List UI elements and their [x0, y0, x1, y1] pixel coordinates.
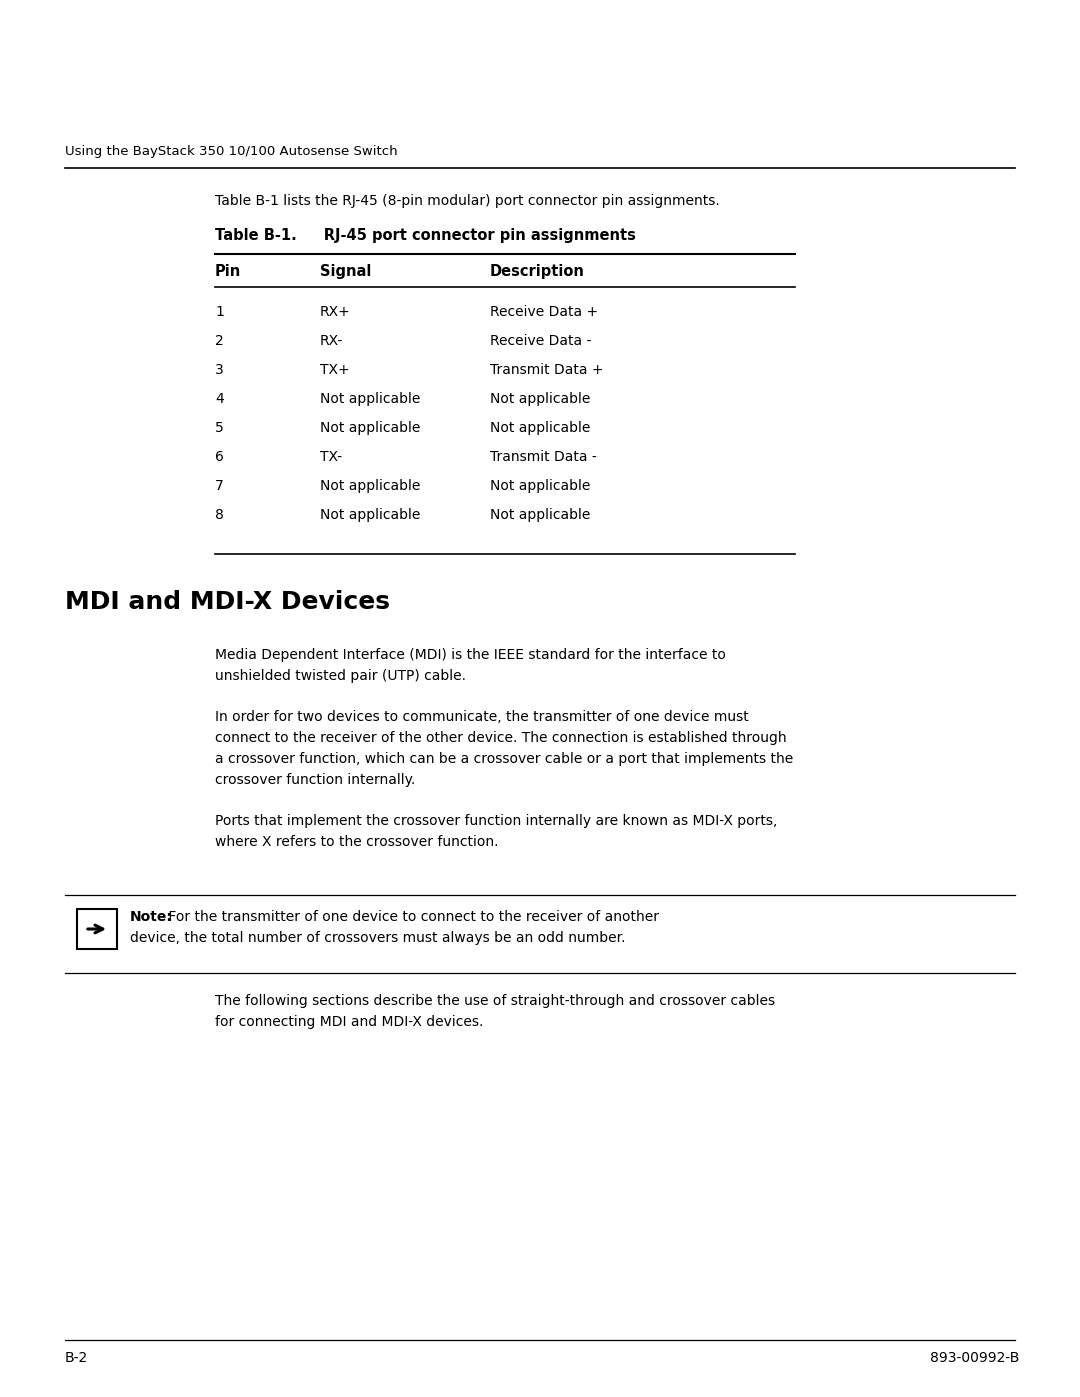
Text: 2: 2	[215, 334, 224, 348]
Text: Not applicable: Not applicable	[490, 479, 591, 493]
Text: a crossover function, which can be a crossover cable or a port that implements t: a crossover function, which can be a cro…	[215, 752, 793, 766]
Text: 6: 6	[215, 450, 224, 464]
Text: Ports that implement the crossover function internally are known as MDI-X ports,: Ports that implement the crossover funct…	[215, 814, 778, 828]
Text: MDI and MDI-X Devices: MDI and MDI-X Devices	[65, 590, 390, 615]
Text: Receive Data -: Receive Data -	[490, 334, 592, 348]
Text: Table B-1.: Table B-1.	[215, 228, 297, 243]
Text: 1: 1	[215, 305, 224, 319]
Text: Not applicable: Not applicable	[490, 393, 591, 407]
Text: where X refers to the crossover function.: where X refers to the crossover function…	[215, 835, 499, 849]
Text: Not applicable: Not applicable	[320, 393, 420, 407]
Text: Not applicable: Not applicable	[490, 509, 591, 522]
Text: 893-00992-B: 893-00992-B	[930, 1351, 1020, 1365]
Text: Not applicable: Not applicable	[320, 509, 420, 522]
Text: For the transmitter of one device to connect to the receiver of another: For the transmitter of one device to con…	[164, 909, 659, 923]
Text: device, the total number of crossovers must always be an odd number.: device, the total number of crossovers m…	[130, 930, 625, 944]
Text: Table B-1 lists the RJ-45 (8-pin modular) port connector pin assignments.: Table B-1 lists the RJ-45 (8-pin modular…	[215, 194, 719, 208]
Text: 3: 3	[215, 363, 224, 377]
Text: 4: 4	[215, 393, 224, 407]
Text: 8: 8	[215, 509, 224, 522]
Text: Using the BayStack 350 10/100 Autosense Switch: Using the BayStack 350 10/100 Autosense …	[65, 145, 397, 158]
Text: Not applicable: Not applicable	[490, 420, 591, 434]
Text: The following sections describe the use of straight-through and crossover cables: The following sections describe the use …	[215, 995, 775, 1009]
Text: connect to the receiver of the other device. The connection is established throu: connect to the receiver of the other dev…	[215, 731, 786, 745]
Text: 5: 5	[215, 420, 224, 434]
Text: Note:: Note:	[130, 909, 173, 923]
Text: Description: Description	[490, 264, 585, 279]
Text: Transmit Data +: Transmit Data +	[490, 363, 604, 377]
Bar	[77, 909, 117, 949]
Text: Signal: Signal	[320, 264, 372, 279]
Text: Receive Data +: Receive Data +	[490, 305, 598, 319]
Text: TX+: TX+	[320, 363, 350, 377]
Text: B-2: B-2	[65, 1351, 89, 1365]
Text: RX+: RX+	[320, 305, 351, 319]
Text: In order for two devices to communicate, the transmitter of one device must: In order for two devices to communicate,…	[215, 710, 748, 724]
Text: for connecting MDI and MDI-X devices.: for connecting MDI and MDI-X devices.	[215, 1016, 484, 1030]
Text: 7: 7	[215, 479, 224, 493]
Text: unshielded twisted pair (UTP) cable.: unshielded twisted pair (UTP) cable.	[215, 669, 465, 683]
Text: Transmit Data -: Transmit Data -	[490, 450, 597, 464]
Text: Not applicable: Not applicable	[320, 479, 420, 493]
Text: Media Dependent Interface (MDI) is the IEEE standard for the interface to: Media Dependent Interface (MDI) is the I…	[215, 648, 726, 662]
Text: TX-: TX-	[320, 450, 342, 464]
Text: crossover function internally.: crossover function internally.	[215, 773, 415, 787]
Text: RJ-45 port connector pin assignments: RJ-45 port connector pin assignments	[293, 228, 636, 243]
Text: Pin: Pin	[215, 264, 241, 279]
Text: Not applicable: Not applicable	[320, 420, 420, 434]
Text: RX-: RX-	[320, 334, 343, 348]
